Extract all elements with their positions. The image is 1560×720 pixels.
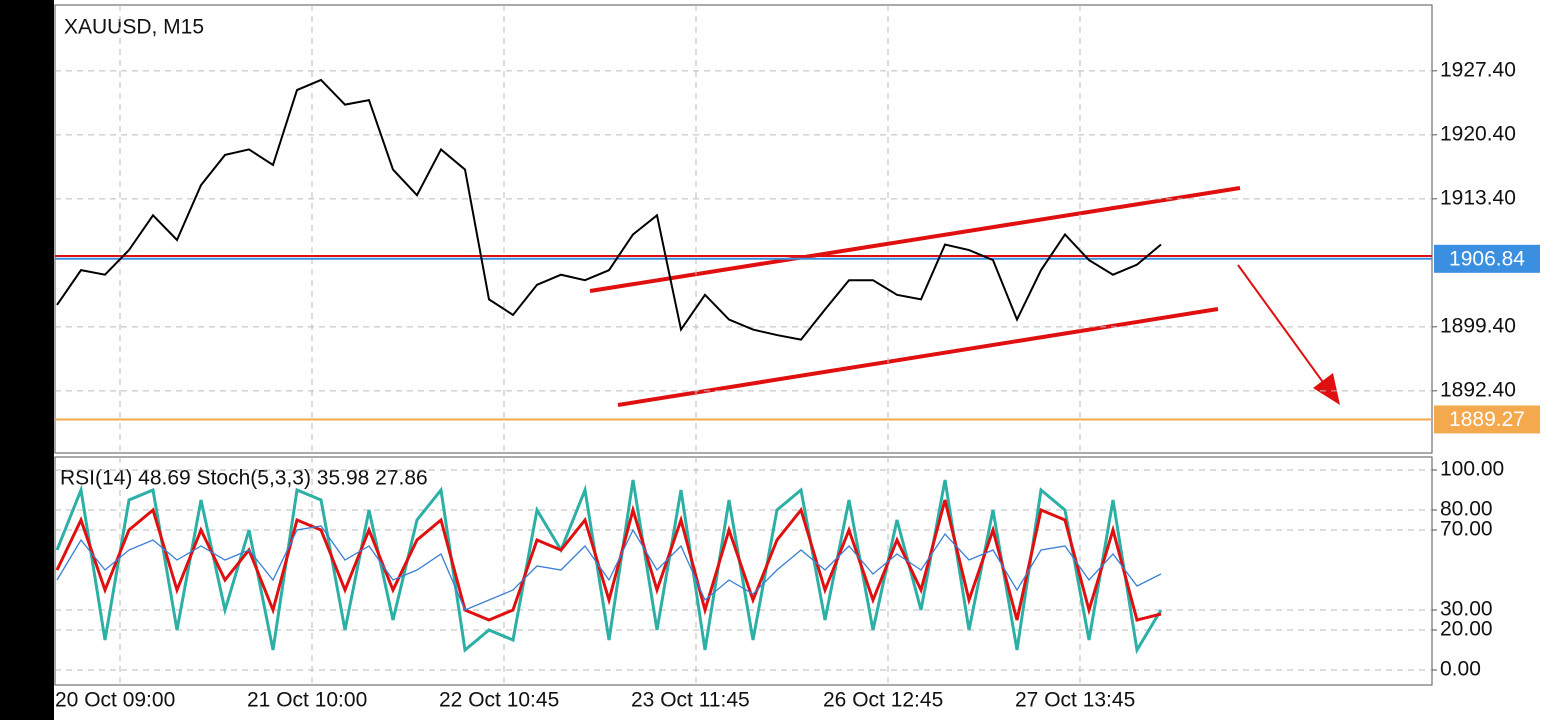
series-line <box>55 499 1162 622</box>
y-tick-label: 20.00 <box>1440 618 1493 641</box>
arrow-head <box>1313 373 1340 405</box>
price-panel <box>54 4 1433 454</box>
osc-title: RSI(14) 48.69 Stoch(5,3,3) 35.98 27.86 <box>60 467 428 490</box>
arrow-shaft <box>1237 264 1326 386</box>
price-tag <box>1434 244 1540 273</box>
x-tick-label: 27 Oct 13:45 <box>1015 689 1135 712</box>
y-tick-label: 0.00 <box>1440 658 1481 681</box>
y-tick-label: 80.00 <box>1440 498 1493 521</box>
left-bar <box>0 0 54 720</box>
price-tag-label: 1889.27 <box>1449 408 1525 431</box>
series-line <box>56 78 1162 341</box>
channel-bottom <box>617 307 1219 407</box>
y-tick-label: 70.00 <box>1440 518 1493 541</box>
y-tick-label: 1892.40 <box>1440 378 1516 401</box>
x-tick-label: 26 Oct 12:45 <box>823 689 943 712</box>
x-tick-label: 20 Oct 09:00 <box>55 689 175 712</box>
y-tick-label: 1927.40 <box>1440 58 1516 81</box>
y-tick-label: 30.00 <box>1440 598 1493 621</box>
chart-title: XAUUSD, M15 <box>64 16 204 39</box>
price-tag <box>1434 405 1540 434</box>
series-line <box>55 479 1163 655</box>
y-tick-label: 1920.40 <box>1440 122 1516 145</box>
channel-top <box>589 186 1241 293</box>
series-line <box>56 525 1162 611</box>
y-tick-label: 1899.40 <box>1440 314 1516 337</box>
x-tick-label: 22 Oct 10:45 <box>439 689 559 712</box>
x-tick-label: 21 Oct 10:00 <box>247 689 367 712</box>
osc-panel <box>54 456 1433 686</box>
y-tick-label: 1913.40 <box>1440 186 1516 209</box>
price-tag-label: 1906.84 <box>1449 247 1525 270</box>
x-tick-label: 23 Oct 11:45 <box>631 689 750 712</box>
y-tick-label: 100.00 <box>1440 458 1504 481</box>
